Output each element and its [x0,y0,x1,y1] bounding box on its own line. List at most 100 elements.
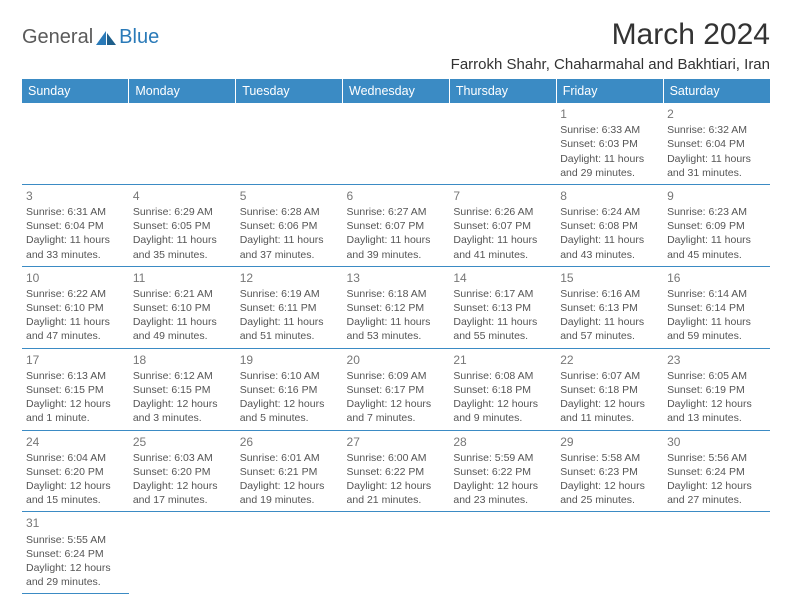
sunrise-text: Sunrise: 6:29 AM [133,205,232,219]
weekday-header: Tuesday [236,79,343,103]
calendar-cell: 13Sunrise: 6:18 AMSunset: 6:12 PMDayligh… [343,266,450,348]
day-number: 17 [26,352,125,368]
sunrise-text: Sunrise: 6:27 AM [347,205,446,219]
sunrise-text: Sunrise: 6:05 AM [667,369,766,383]
daylight-text: Daylight: 11 hours [667,233,766,247]
daylight-text: and 53 minutes. [347,329,446,343]
calendar-cell: 15Sunrise: 6:16 AMSunset: 6:13 PMDayligh… [556,266,663,348]
calendar-cell: 5Sunrise: 6:28 AMSunset: 6:06 PMDaylight… [236,184,343,266]
day-number: 10 [26,270,125,286]
calendar-cell: 1Sunrise: 6:33 AMSunset: 6:03 PMDaylight… [556,103,663,184]
day-number: 2 [667,106,766,122]
day-number: 3 [26,188,125,204]
daylight-text: Daylight: 12 hours [347,479,446,493]
daylight-text: Daylight: 12 hours [26,561,125,575]
calendar-cell: 8Sunrise: 6:24 AMSunset: 6:08 PMDaylight… [556,184,663,266]
sunrise-text: Sunrise: 6:18 AM [347,287,446,301]
calendar-cell: 24Sunrise: 6:04 AMSunset: 6:20 PMDayligh… [22,430,129,512]
day-number: 28 [453,434,552,450]
sunset-text: Sunset: 6:18 PM [453,383,552,397]
calendar-row: 24Sunrise: 6:04 AMSunset: 6:20 PMDayligh… [22,430,770,512]
sunset-text: Sunset: 6:10 PM [133,301,232,315]
day-number: 11 [133,270,232,286]
daylight-text: and 59 minutes. [667,329,766,343]
daylight-text: and 21 minutes. [347,493,446,507]
sunset-text: Sunset: 6:17 PM [347,383,446,397]
sunset-text: Sunset: 6:24 PM [26,547,125,561]
weekday-header: Friday [556,79,663,103]
day-number: 19 [240,352,339,368]
daylight-text: Daylight: 11 hours [347,233,446,247]
calendar-cell: 14Sunrise: 6:17 AMSunset: 6:13 PMDayligh… [449,266,556,348]
sunset-text: Sunset: 6:19 PM [667,383,766,397]
daylight-text: and 17 minutes. [133,493,232,507]
day-number: 26 [240,434,339,450]
daylight-text: Daylight: 12 hours [240,397,339,411]
daylight-text: and 1 minute. [26,411,125,425]
sunrise-text: Sunrise: 6:04 AM [26,451,125,465]
calendar-cell: 22Sunrise: 6:07 AMSunset: 6:18 PMDayligh… [556,348,663,430]
sunset-text: Sunset: 6:13 PM [560,301,659,315]
calendar-cell [236,103,343,184]
sunrise-text: Sunrise: 6:28 AM [240,205,339,219]
day-number: 30 [667,434,766,450]
daylight-text: and 37 minutes. [240,248,339,262]
daylight-text: Daylight: 11 hours [133,233,232,247]
sunrise-text: Sunrise: 6:22 AM [26,287,125,301]
weekday-header: Monday [129,79,236,103]
calendar-cell: 31Sunrise: 5:55 AMSunset: 6:24 PMDayligh… [22,512,129,594]
calendar-cell: 3Sunrise: 6:31 AMSunset: 6:04 PMDaylight… [22,184,129,266]
sunrise-text: Sunrise: 6:09 AM [347,369,446,383]
daylight-text: Daylight: 11 hours [560,152,659,166]
daylight-text: and 33 minutes. [26,248,125,262]
calendar-cell: 29Sunrise: 5:58 AMSunset: 6:23 PMDayligh… [556,430,663,512]
daylight-text: and 27 minutes. [667,493,766,507]
daylight-text: and 23 minutes. [453,493,552,507]
calendar-cell: 7Sunrise: 6:26 AMSunset: 6:07 PMDaylight… [449,184,556,266]
weekday-header: Saturday [663,79,770,103]
day-number: 24 [26,434,125,450]
sunrise-text: Sunrise: 5:55 AM [26,533,125,547]
sunset-text: Sunset: 6:20 PM [26,465,125,479]
daylight-text: Daylight: 11 hours [667,315,766,329]
day-number: 22 [560,352,659,368]
daylight-text: Daylight: 11 hours [240,315,339,329]
sunset-text: Sunset: 6:03 PM [560,137,659,151]
daylight-text: Daylight: 11 hours [240,233,339,247]
sunrise-text: Sunrise: 6:03 AM [133,451,232,465]
calendar-cell: 12Sunrise: 6:19 AMSunset: 6:11 PMDayligh… [236,266,343,348]
day-number: 12 [240,270,339,286]
daylight-text: and 3 minutes. [133,411,232,425]
calendar-body: 1Sunrise: 6:33 AMSunset: 6:03 PMDaylight… [22,103,770,594]
daylight-text: Daylight: 12 hours [453,397,552,411]
daylight-text: and 35 minutes. [133,248,232,262]
calendar-cell [129,512,236,594]
sunset-text: Sunset: 6:20 PM [133,465,232,479]
calendar-cell [343,512,450,594]
daylight-text: and 41 minutes. [453,248,552,262]
daylight-text: and 29 minutes. [560,166,659,180]
day-number: 18 [133,352,232,368]
calendar-cell: 11Sunrise: 6:21 AMSunset: 6:10 PMDayligh… [129,266,236,348]
sunrise-text: Sunrise: 6:26 AM [453,205,552,219]
daylight-text: and 39 minutes. [347,248,446,262]
daylight-text: Daylight: 12 hours [347,397,446,411]
daylight-text: Daylight: 12 hours [560,397,659,411]
daylight-text: and 51 minutes. [240,329,339,343]
sunset-text: Sunset: 6:14 PM [667,301,766,315]
location-text: Farrokh Shahr, Chaharmahal and Bakhtiari… [451,56,770,73]
day-number: 14 [453,270,552,286]
sunrise-text: Sunrise: 5:59 AM [453,451,552,465]
sunset-text: Sunset: 6:21 PM [240,465,339,479]
calendar-cell [449,512,556,594]
daylight-text: and 19 minutes. [240,493,339,507]
day-number: 6 [347,188,446,204]
daylight-text: Daylight: 12 hours [133,397,232,411]
sunrise-text: Sunrise: 6:13 AM [26,369,125,383]
daylight-text: Daylight: 11 hours [560,315,659,329]
sunset-text: Sunset: 6:10 PM [26,301,125,315]
day-number: 16 [667,270,766,286]
daylight-text: Daylight: 12 hours [560,479,659,493]
brand-word-2: Blue [119,26,159,49]
weekday-header: Wednesday [343,79,450,103]
